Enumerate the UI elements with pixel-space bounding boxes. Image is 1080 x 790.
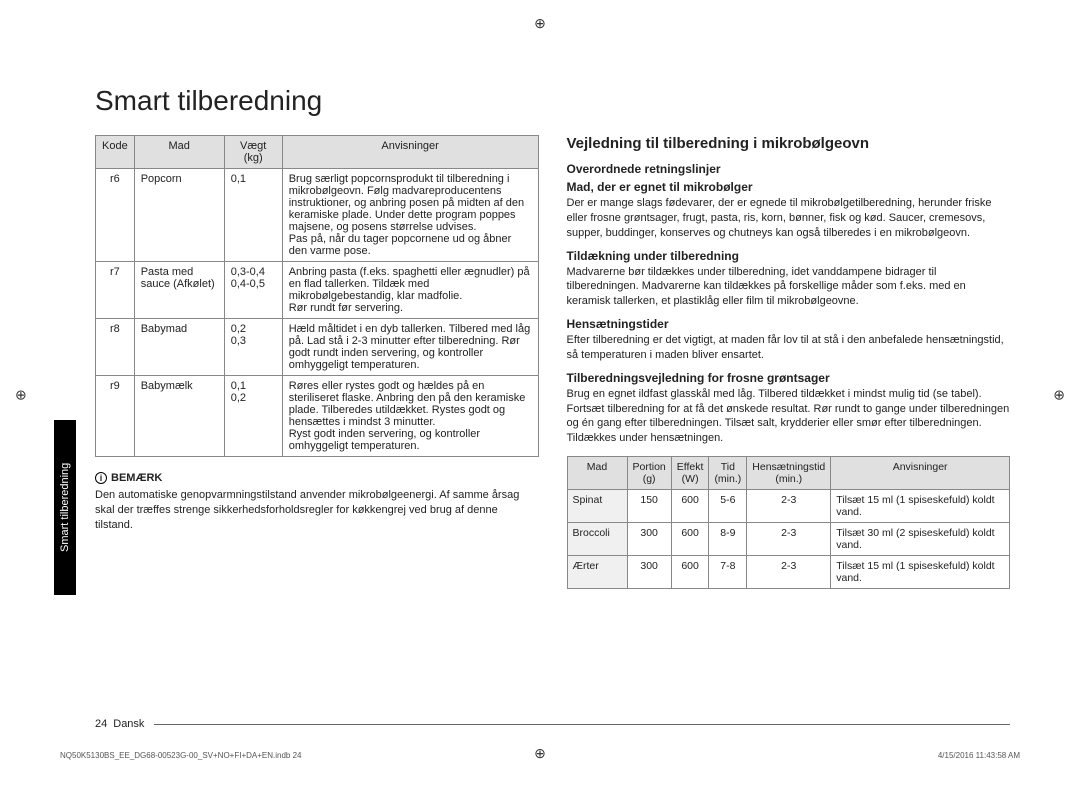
cell-portion: 300 bbox=[627, 556, 671, 589]
table-row: r7 Pasta med sauce (Afkølet) 0,3-0,4 0,4… bbox=[96, 262, 539, 319]
table-row: Broccoli 300 600 8-9 2-3 Tilsæt 30 ml (2… bbox=[567, 523, 1010, 556]
table-header-row: Kode Mad Vægt (kg) Anvisninger bbox=[96, 136, 539, 169]
th-food: Mad bbox=[134, 136, 224, 169]
subhead: Tilberedningsvejledning for frosne grønt… bbox=[567, 371, 1011, 385]
cell-power: 600 bbox=[671, 556, 709, 589]
page-root: ⊕ ⊕ ⊕ ⊕ Smart tilberedning Smart tilbere… bbox=[0, 0, 1080, 790]
cell-code: r7 bbox=[96, 262, 135, 319]
th-portion: Portion (g) bbox=[627, 457, 671, 490]
table-row: Ærter 300 600 7-8 2-3 Tilsæt 15 ml (1 sp… bbox=[567, 556, 1010, 589]
th-stand: Hensætningstid (min.) bbox=[747, 457, 831, 490]
cell-code: r9 bbox=[96, 376, 135, 457]
cell-food: Popcorn bbox=[134, 169, 224, 262]
code-table: Kode Mad Vægt (kg) Anvisninger r6 Popcor… bbox=[95, 135, 539, 457]
subhead: Tildækning under tilberedning bbox=[567, 249, 1011, 263]
cell-time: 5-6 bbox=[709, 490, 747, 523]
page-number: 24 bbox=[95, 718, 107, 730]
note-heading: i BEMÆRK bbox=[95, 471, 539, 486]
table-header-row: Mad Portion (g) Effekt (W) Tid (min.) He… bbox=[567, 457, 1010, 490]
cell-time: 7-8 bbox=[709, 556, 747, 589]
side-tab: Smart tilberedning bbox=[54, 420, 76, 595]
page-lang: Dansk bbox=[113, 718, 144, 730]
page-title: Smart tilberedning bbox=[95, 85, 1030, 117]
body-text: Madvarerne bør tildækkes under tilberedn… bbox=[567, 265, 1011, 310]
content-columns: Kode Mad Vægt (kg) Anvisninger r6 Popcor… bbox=[50, 135, 1030, 589]
cell-stand: 2-3 bbox=[747, 490, 831, 523]
note-label: BEMÆRK bbox=[111, 471, 162, 486]
subhead: Overordnede retningslinjer bbox=[567, 162, 1011, 176]
cell-instr: Brug særligt popcornsprodukt til tilbere… bbox=[282, 169, 538, 262]
th-food: Mad bbox=[567, 457, 627, 490]
table-row: r9 Babymælk 0,1 0,2 Røres eller rystes g… bbox=[96, 376, 539, 457]
th-instr: Anvisninger bbox=[831, 457, 1010, 490]
cell-instr: Hæld måltidet i en dyb tallerken. Tilber… bbox=[282, 319, 538, 376]
info-icon: i bbox=[95, 472, 107, 484]
subhead: Mad, der er egnet til mikrobølger bbox=[567, 180, 1011, 194]
cell-time: 8-9 bbox=[709, 523, 747, 556]
cell-power: 600 bbox=[671, 523, 709, 556]
note-body: Den automatiske genopvarmningstilstand a… bbox=[95, 488, 539, 533]
th-wt: Vægt (kg) bbox=[224, 136, 282, 169]
crop-mark-top: ⊕ bbox=[534, 15, 546, 32]
body-text: Efter tilberedning er det vigtigt, at ma… bbox=[567, 333, 1011, 363]
cell-wt: 0,1 0,2 bbox=[224, 376, 282, 457]
meta-left: NQ50K5130BS_EE_DG68-00523G-00_SV+NO+FI+D… bbox=[60, 751, 301, 760]
cell-power: 600 bbox=[671, 490, 709, 523]
th-power: Effekt (W) bbox=[671, 457, 709, 490]
section-heading: Vejledning til tilberedning i mikrobølge… bbox=[567, 135, 1011, 152]
crop-mark-left: ⊕ bbox=[15, 387, 27, 404]
cell-instr: Anbring pasta (f.eks. spaghetti eller æg… bbox=[282, 262, 538, 319]
cell-food: Ærter bbox=[567, 556, 627, 589]
cell-code: r8 bbox=[96, 319, 135, 376]
left-column: Kode Mad Vægt (kg) Anvisninger r6 Popcor… bbox=[95, 135, 539, 589]
table-row: r6 Popcorn 0,1 Brug særligt popcornsprod… bbox=[96, 169, 539, 262]
cell-stand: 2-3 bbox=[747, 556, 831, 589]
print-meta: NQ50K5130BS_EE_DG68-00523G-00_SV+NO+FI+D… bbox=[60, 751, 1020, 760]
cell-wt: 0,2 0,3 bbox=[224, 319, 282, 376]
note-block: i BEMÆRK Den automatiske genopvarmningst… bbox=[95, 471, 539, 532]
cell-portion: 300 bbox=[627, 523, 671, 556]
cell-portion: 150 bbox=[627, 490, 671, 523]
right-column: Vejledning til tilberedning i mikrobølge… bbox=[567, 135, 1011, 589]
th-time: Tid (min.) bbox=[709, 457, 747, 490]
body-text: Brug en egnet ildfast glasskål med låg. … bbox=[567, 387, 1011, 446]
th-instr: Anvisninger bbox=[282, 136, 538, 169]
crop-mark-right: ⊕ bbox=[1053, 387, 1065, 404]
cell-instr: Røres eller rystes godt og hældes på en … bbox=[282, 376, 538, 457]
cell-wt: 0,3-0,4 0,4-0,5 bbox=[224, 262, 282, 319]
cell-stand: 2-3 bbox=[747, 523, 831, 556]
th-code: Kode bbox=[96, 136, 135, 169]
cell-food: Pasta med sauce (Afkølet) bbox=[134, 262, 224, 319]
subhead: Hensætningstider bbox=[567, 317, 1011, 331]
cell-instr: Tilsæt 30 ml (2 spiseskefuld) koldt vand… bbox=[831, 523, 1010, 556]
table-row: Spinat 150 600 5-6 2-3 Tilsæt 15 ml (1 s… bbox=[567, 490, 1010, 523]
cell-instr: Tilsæt 15 ml (1 spiseskefuld) koldt vand… bbox=[831, 556, 1010, 589]
meta-right: 4/15/2016 11:43:58 AM bbox=[938, 751, 1020, 760]
cell-food: Broccoli bbox=[567, 523, 627, 556]
cell-wt: 0,1 bbox=[224, 169, 282, 262]
cell-food: Babymad bbox=[134, 319, 224, 376]
footer-rule bbox=[154, 724, 1010, 725]
table-row: r8 Babymad 0,2 0,3 Hæld måltidet i en dy… bbox=[96, 319, 539, 376]
cell-food: Spinat bbox=[567, 490, 627, 523]
cell-instr: Tilsæt 15 ml (1 spiseskefuld) koldt vand… bbox=[831, 490, 1010, 523]
body-text: Der er mange slags fødevarer, der er egn… bbox=[567, 196, 1011, 241]
page-footer: 24 Dansk bbox=[95, 718, 1010, 730]
veg-table: Mad Portion (g) Effekt (W) Tid (min.) He… bbox=[567, 456, 1011, 589]
cell-food: Babymælk bbox=[134, 376, 224, 457]
cell-code: r6 bbox=[96, 169, 135, 262]
